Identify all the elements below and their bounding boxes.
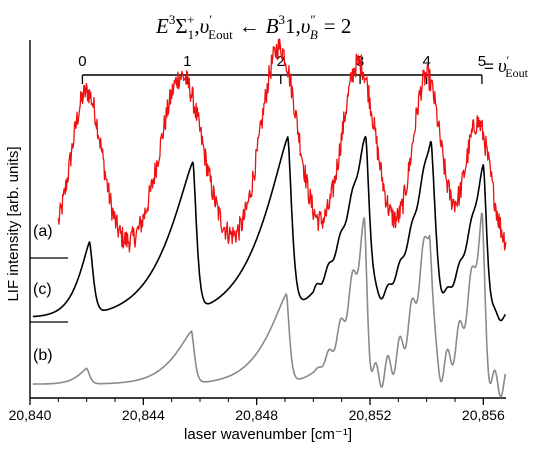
top-tick-label-1: 1: [183, 53, 191, 70]
series-label-a: (a): [33, 223, 53, 240]
x-axis-label: laser wavenumber [cm⁻¹]: [184, 426, 352, 443]
x-tick-label-4: 20,856: [462, 407, 505, 423]
chart-title: E3Σ1+,υ′ Eout ← B31,υ″ B = 2: [155, 12, 351, 42]
x-tick-label-0: 20,840: [9, 407, 52, 423]
x-tick-label-1: 20,844: [122, 407, 165, 423]
y-axis-label: LIF intensity [arb. units]: [5, 146, 22, 301]
x-tick-label-3: 20,852: [349, 407, 392, 423]
series-line-0: [57, 38, 507, 253]
top-tick-label-0: 0: [78, 53, 86, 70]
top-axis-label: = υ′ Eout: [484, 53, 529, 80]
series-layer: [32, 38, 507, 398]
series-line-1: [32, 135, 507, 322]
series-label-c: (c): [33, 281, 52, 298]
top-tick-label-4: 4: [422, 53, 430, 70]
bottom-axis: 20,840 20,844 20,848 20,852 20,856: [9, 398, 505, 423]
top-tick-label-5: 5: [478, 53, 486, 70]
series-label-b: (b): [33, 347, 53, 364]
top-tick-label-2: 2: [277, 53, 285, 70]
series-line-2: [32, 212, 507, 398]
x-tick-label-2: 20,848: [235, 407, 278, 423]
